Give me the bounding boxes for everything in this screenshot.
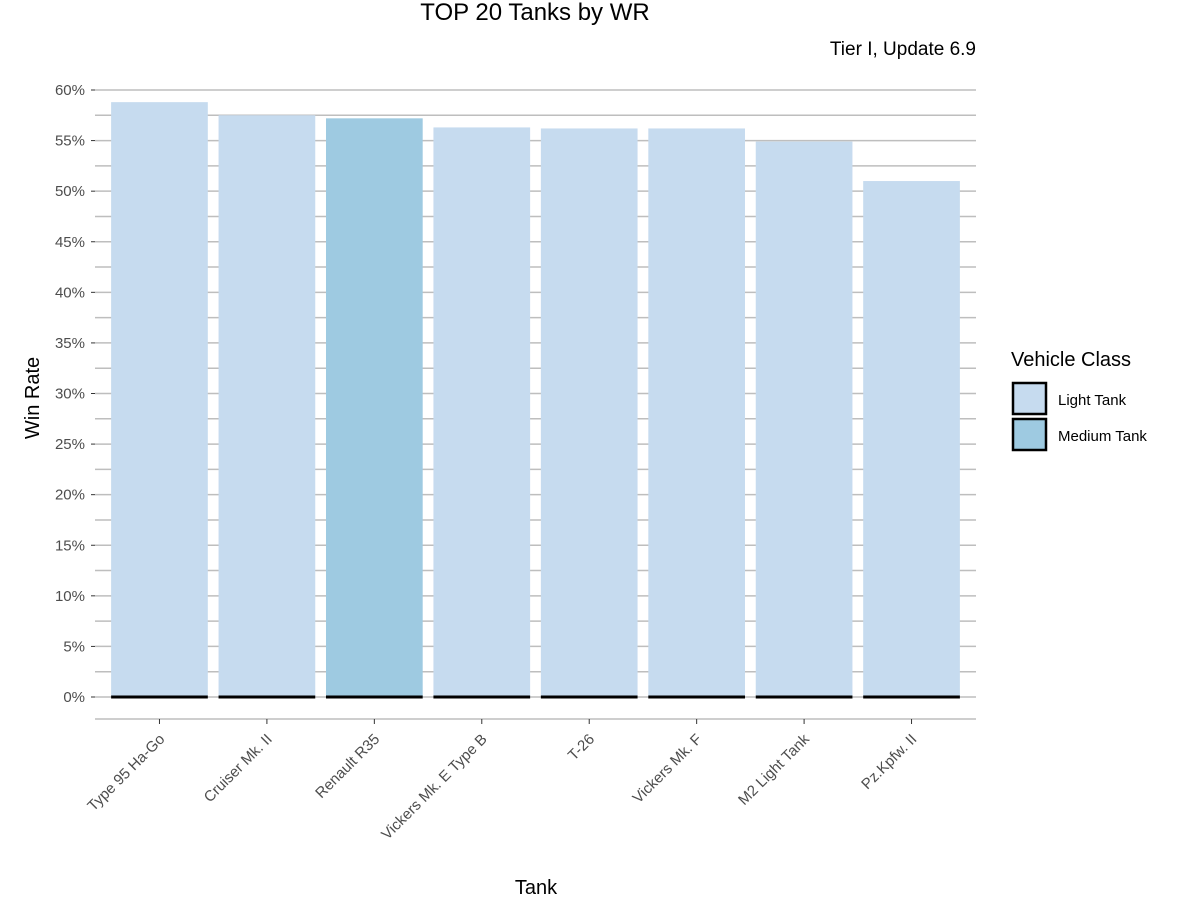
y-tick-label: 25% <box>55 436 85 453</box>
y-tick-label: 35% <box>55 335 85 352</box>
chart-title: TOP 20 Tanks by WR <box>420 0 649 26</box>
x-tick-label: T-26 <box>565 731 598 764</box>
y-tick-label: 55% <box>55 133 85 150</box>
y-tick-label: 5% <box>63 638 85 655</box>
chart-subtitle: Tier I, Update 6.9 <box>830 39 976 60</box>
bar <box>218 115 316 697</box>
x-tick-label: Cruiser Mk. II <box>201 731 276 806</box>
y-tick-label: 30% <box>55 386 85 403</box>
x-axis-title: Tank <box>515 877 558 899</box>
x-tick-label: M2 Light Tank <box>735 730 813 808</box>
bar <box>111 102 208 697</box>
x-tick-label: Renault R35 <box>312 731 383 802</box>
y-tick-label: 60% <box>55 82 85 99</box>
legend-swatch <box>1011 417 1048 452</box>
x-axis: Type 95 Ha-Go Cruiser Mk. II Renault R35Vi… <box>84 719 920 843</box>
bar <box>648 128 746 697</box>
y-tick-label: 45% <box>55 234 85 251</box>
legend-label: Light Tank <box>1058 392 1127 409</box>
y-tick-label: 15% <box>55 537 85 554</box>
legend-title: Vehicle Class <box>1011 349 1131 371</box>
x-tick-label: Type 95 Ha-Go <box>84 731 168 815</box>
legend-swatch <box>1011 381 1048 416</box>
y-axis: 0% 5% 10% 15% 20% 25% 30% 35% 40% 45% 50% 55% 60% <box>55 82 95 706</box>
legend: Vehicle Class Light Tank Medium Tank <box>1011 349 1147 452</box>
bars <box>111 102 960 698</box>
y-tick-label: 0% <box>63 689 85 706</box>
y-axis-title: Win Rate <box>22 357 44 439</box>
x-tick-label: Pz.Kpfw. II <box>858 731 920 793</box>
y-tick-label: 20% <box>55 487 85 504</box>
legend-label: Medium Tank <box>1058 428 1147 445</box>
bar <box>433 127 531 698</box>
y-tick-label: 50% <box>55 183 85 200</box>
y-tick-label: 40% <box>55 284 85 301</box>
x-tick-label: Vickers Mk. E Type B <box>378 731 490 843</box>
bar <box>755 141 853 698</box>
y-tick-label: 10% <box>55 588 85 605</box>
bar <box>540 128 638 697</box>
x-tick-label: Vickers Mk. F <box>629 731 705 807</box>
bar <box>863 181 960 698</box>
bar <box>325 118 423 698</box>
